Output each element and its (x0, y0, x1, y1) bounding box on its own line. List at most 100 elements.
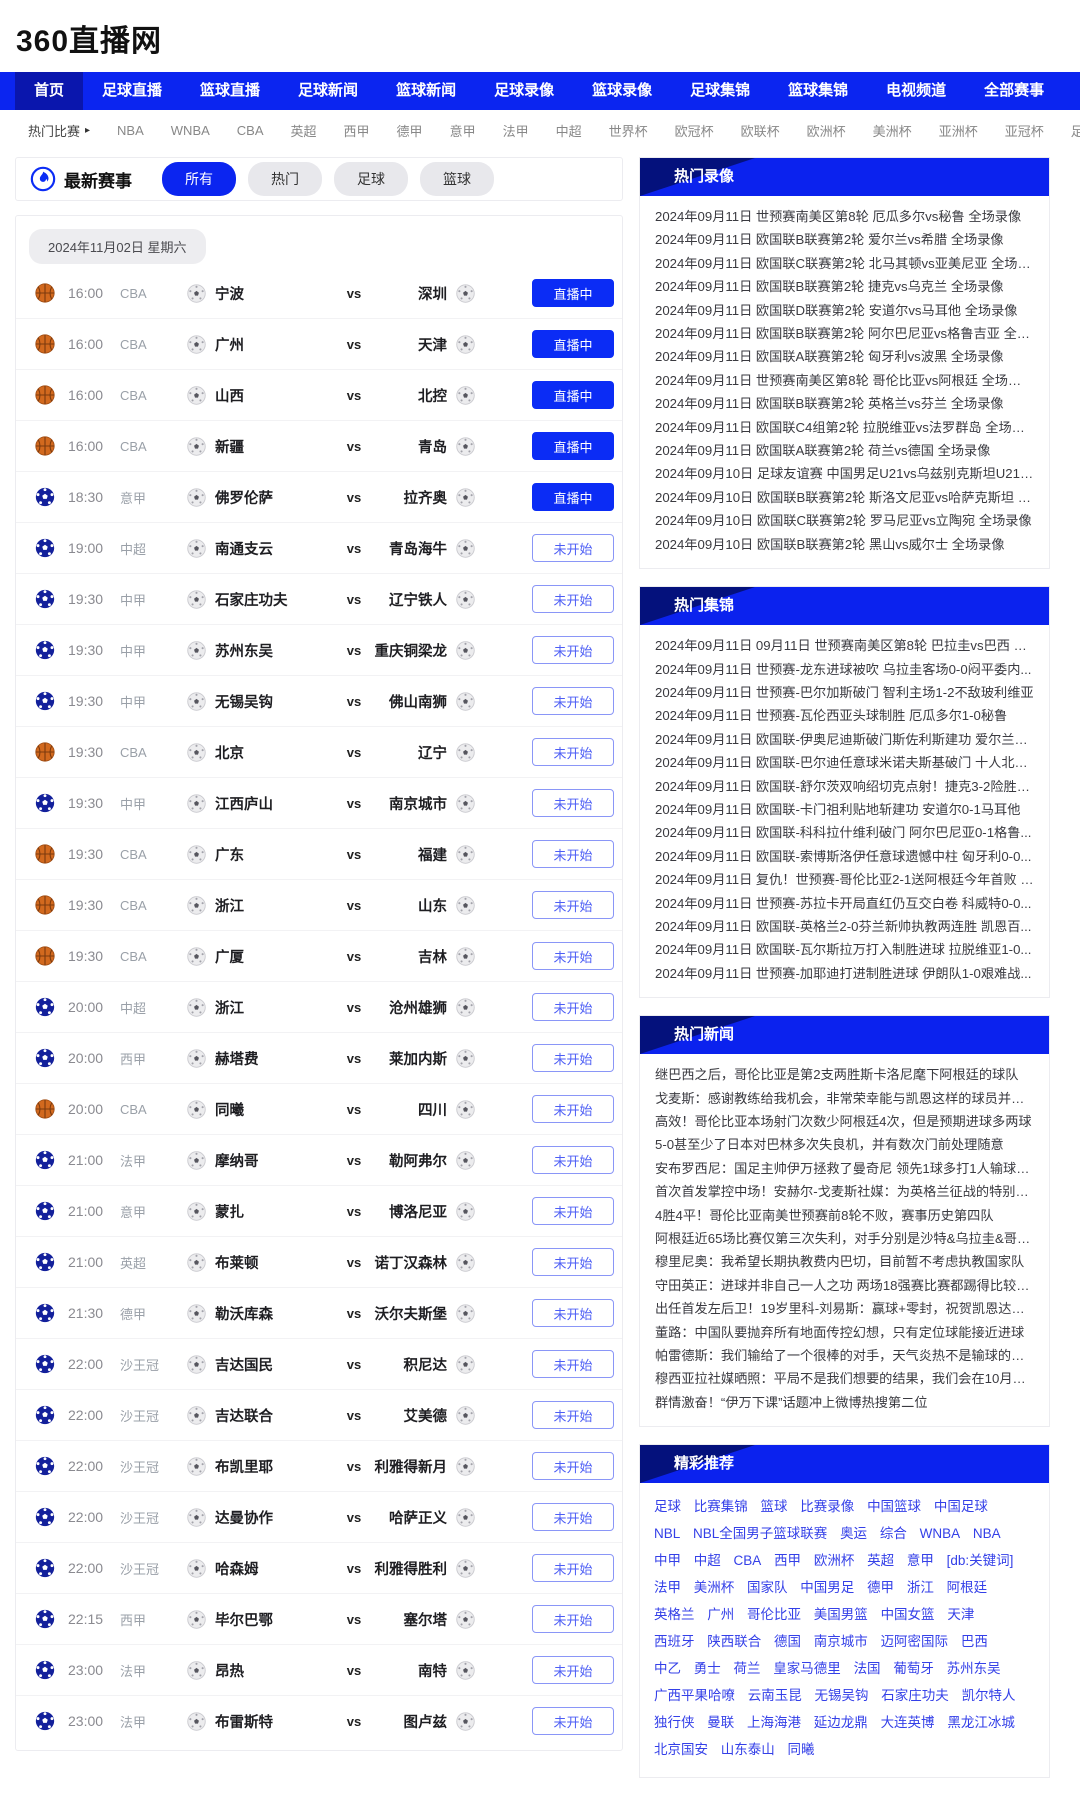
recommend-tag[interactable]: 德甲 (867, 1580, 895, 1596)
live-button[interactable]: 直播中 (532, 330, 614, 358)
match-row[interactable]: 22:15 西甲 (16, 1594, 622, 1645)
mainnav-item-basketball-highlights[interactable]: 篮球集锦 (788, 82, 849, 99)
not-started-button[interactable]: 未开始 (532, 1656, 614, 1684)
video-item[interactable]: 2024年09月10日 欧国联C联赛第2轮 罗马尼亚vs立陶宛 全场录像 (655, 513, 1032, 529)
highlight-item[interactable]: 2024年09月11日 世预赛-瓦伦西亚头球制胜 厄瓜多尔1-0秘鲁 (655, 708, 1008, 724)
recommend-tag[interactable]: 无锡吴钩 (814, 1688, 869, 1704)
recommend-tag[interactable]: 迈阿密国际 (880, 1634, 949, 1650)
recommend-tag[interactable]: 曼联 (707, 1715, 735, 1731)
highlight-item[interactable]: 2024年09月11日 欧国联-科科拉什维利破门 阿尔巴尼亚0-1格鲁... (655, 825, 1032, 841)
subnav-item-seriea[interactable]: 意甲 (449, 124, 476, 139)
highlight-item[interactable]: 2024年09月11日 欧国联-卡门祖利贴地斩建功 安道尔0-1马耳他 (655, 801, 1021, 817)
match-row[interactable]: 22:00 沙王冠 (16, 1441, 622, 1492)
not-started-button[interactable]: 未开始 (532, 1197, 614, 1225)
filter-tab-basketball[interactable]: 篮球 (420, 162, 494, 196)
live-button[interactable]: 直播中 (532, 381, 614, 409)
highlight-item[interactable]: 2024年09月11日 欧国联-巴尔迪任意球米诺夫斯基破门 十人北马... (655, 755, 1034, 771)
not-started-button[interactable]: 未开始 (532, 585, 614, 613)
recommend-tag[interactable]: 中超 (693, 1553, 721, 1569)
match-row[interactable]: 19:30 CBA (16, 880, 622, 931)
recommend-tag[interactable]: 西班牙 (654, 1634, 695, 1650)
not-started-button[interactable]: 未开始 (532, 942, 614, 970)
news-item[interactable]: 阿根廷近65场比赛仅第三次失利，对手分别是沙特&乌拉圭&哥伦... (655, 1231, 1034, 1247)
match-row[interactable]: 18:30 意甲 (16, 472, 622, 523)
news-item[interactable]: 戈麦斯：感谢教练给我机会，非常荣幸能与凯恩这样的球员并肩作战 (655, 1090, 1034, 1106)
match-row[interactable]: 20:00 中超 (16, 982, 622, 1033)
recommend-tag[interactable]: 西甲 (774, 1553, 802, 1569)
recommend-tag[interactable]: 山东泰山 (720, 1742, 775, 1758)
video-item[interactable]: 2024年09月11日 欧国联B联赛第2轮 爱尔兰vs希腊 全场录像 (655, 232, 1004, 248)
highlight-item[interactable]: 2024年09月11日 欧国联-英格兰2-0芬兰新帅执教两连胜 凯恩百... (655, 918, 1032, 934)
news-item[interactable]: 高效！哥伦比亚本场射门次数少阿根廷4次，但是预期进球多两球 (655, 1114, 1032, 1129)
highlight-item[interactable]: 2024年09月11日 世预赛-加耶迪打进制胜进球 伊朗队1-0艰难战... (655, 965, 1032, 981)
recommend-tag[interactable]: 苏州东吴 (946, 1661, 1001, 1677)
recommend-tag[interactable]: 中国男足 (800, 1580, 855, 1596)
mainnav-item-home[interactable]: 首页 (15, 72, 84, 110)
mainnav-item-basketball-news[interactable]: 篮球新闻 (396, 82, 457, 99)
match-row[interactable]: 19:30 中甲 (16, 676, 622, 727)
not-started-button[interactable]: 未开始 (532, 534, 614, 562)
site-logo[interactable]: 360直播网 (16, 25, 163, 58)
match-row[interactable]: 19:30 中甲 (16, 625, 622, 676)
live-button[interactable]: 直播中 (532, 432, 614, 460)
recommend-tag[interactable]: 欧洲杯 (813, 1553, 855, 1569)
video-item[interactable]: 2024年09月11日 世预赛南美区第8轮 厄瓜多尔vs秘鲁 全场录像 (655, 209, 1022, 224)
news-item[interactable]: 继巴西之后，哥伦比亚是第2支两胜斯卡洛尼麾下阿根廷的球队 (655, 1067, 1019, 1083)
recommend-tag[interactable]: 综合 (879, 1526, 907, 1542)
recommend-tag[interactable]: 哥伦比亚 (747, 1607, 802, 1623)
video-item[interactable]: 2024年09月10日 欧国联B联赛第2轮 斯洛文尼亚vs哈萨克斯坦 全... (655, 489, 1034, 505)
video-item[interactable]: 2024年09月11日 世预赛南美区第8轮 哥伦比亚vs阿根廷 全场录像 (655, 372, 1034, 388)
highlight-item[interactable]: 2024年09月11日 世预赛-龙东进球被吹 乌拉圭客场0-0闷平委内... (655, 661, 1032, 677)
recommend-tag[interactable]: 广西平果哈嘹 (654, 1688, 735, 1704)
subnav-item-uel[interactable]: 欧联杯 (740, 124, 780, 139)
subnav-item-laliga[interactable]: 西甲 (343, 124, 370, 139)
not-started-button[interactable]: 未开始 (532, 1605, 614, 1633)
recommend-tag[interactable]: 巴西 (960, 1634, 988, 1650)
highlight-item[interactable]: 2024年09月11日 欧国联-索博斯洛伊任意球遗憾中柱 匈牙利0-0... (655, 848, 1032, 864)
not-started-button[interactable]: 未开始 (532, 1554, 614, 1582)
subnav-item-nba[interactable]: NBA (117, 123, 144, 138)
not-started-button[interactable]: 未开始 (532, 993, 614, 1021)
recommend-tag[interactable]: 篮球 (760, 1499, 788, 1515)
mainnav-item-football-news[interactable]: 足球新闻 (298, 82, 359, 99)
news-item[interactable]: 首次首发掌控中场！安赫尔-戈麦斯社媒：为英格兰征战的特别一周 (655, 1184, 1034, 1200)
mainnav-item-basketball-live[interactable]: 篮球直播 (200, 82, 261, 99)
recommend-tag[interactable]: 上海海港 (747, 1715, 802, 1731)
video-item[interactable]: 2024年09月11日 欧国联B联赛第2轮 阿尔巴尼亚vs格鲁吉亚 全场... (655, 326, 1034, 342)
subnav-item-ligue1[interactable]: 法甲 (502, 124, 529, 139)
highlight-item[interactable]: 2024年09月11日 世预赛-巴尔加斯破门 智利主场1-2不敌玻利维亚 (655, 684, 1034, 700)
match-row[interactable]: 16:00 CBA (16, 268, 622, 319)
not-started-button[interactable]: 未开始 (532, 738, 614, 766)
news-item[interactable]: 穆西亚拉社媒晒照：平局不是我们想要的结果，我们会在10月再战... (655, 1371, 1034, 1387)
match-row[interactable]: 19:30 CBA (16, 727, 622, 778)
filter-tab-football[interactable]: 足球 (334, 162, 408, 196)
recommend-tag[interactable]: 比赛录像 (800, 1499, 855, 1515)
recommend-tag[interactable]: 德国 (774, 1634, 802, 1650)
news-item[interactable]: 出任首发左后卫！19岁里科-刘易斯：赢球+零封，祝贺凯恩达成... (655, 1301, 1034, 1317)
mainnav-item-tv-channels[interactable]: 电视频道 (886, 82, 947, 99)
recommend-tag[interactable]: 同曦 (787, 1742, 815, 1758)
subnav-item-wnba[interactable]: WNBA (170, 123, 210, 138)
not-started-button[interactable]: 未开始 (532, 1299, 614, 1327)
live-button[interactable]: 直播中 (532, 279, 614, 307)
match-row[interactable]: 20:00 CBA (16, 1084, 622, 1135)
subnav-item-bundesliga[interactable]: 德甲 (396, 124, 423, 139)
news-item[interactable]: 5-0甚至少了日本对巴林多次失良机，并有数次门前处理随意 (655, 1137, 1004, 1153)
video-item[interactable]: 2024年09月10日 欧国联B联赛第2轮 黑山vs威尔士 全场录像 (655, 536, 1005, 552)
recommend-tag[interactable]: 中国女篮 (880, 1607, 935, 1623)
subnav-item-copa-america[interactable]: 美洲杯 (872, 124, 912, 139)
recommend-tag[interactable]: 国家队 (747, 1580, 788, 1596)
filter-tab-hot[interactable]: 热门 (248, 162, 322, 196)
match-row[interactable]: 16:00 CBA (16, 319, 622, 370)
mainnav-item-football-highlights[interactable]: 足球集锦 (690, 82, 751, 99)
news-item[interactable]: 4胜4平！哥伦比亚南美世预赛前8轮不败，赛事历史第四队 (655, 1207, 994, 1223)
match-row[interactable]: 22:00 沙王冠 (16, 1543, 622, 1594)
match-row[interactable]: 19:30 中甲 (16, 574, 622, 625)
match-row[interactable]: 21:00 法甲 (16, 1135, 622, 1186)
live-button[interactable]: 直播中 (532, 483, 614, 511)
subnav-item-ucl[interactable]: 欧冠杯 (674, 124, 714, 139)
recommend-tag[interactable]: NBL全国男子篮球联赛 (693, 1526, 828, 1542)
highlight-item[interactable]: 2024年09月11日 09月11日 世预赛南美区第8轮 巴拉圭vs巴西 进球 (655, 638, 1034, 654)
news-item[interactable]: 董路：中国队要抛弃所有地面传控幻想，只有定位球能接近进球 (655, 1324, 1025, 1340)
subnav-item-asian-cup[interactable]: 亚洲杯 (938, 124, 978, 139)
